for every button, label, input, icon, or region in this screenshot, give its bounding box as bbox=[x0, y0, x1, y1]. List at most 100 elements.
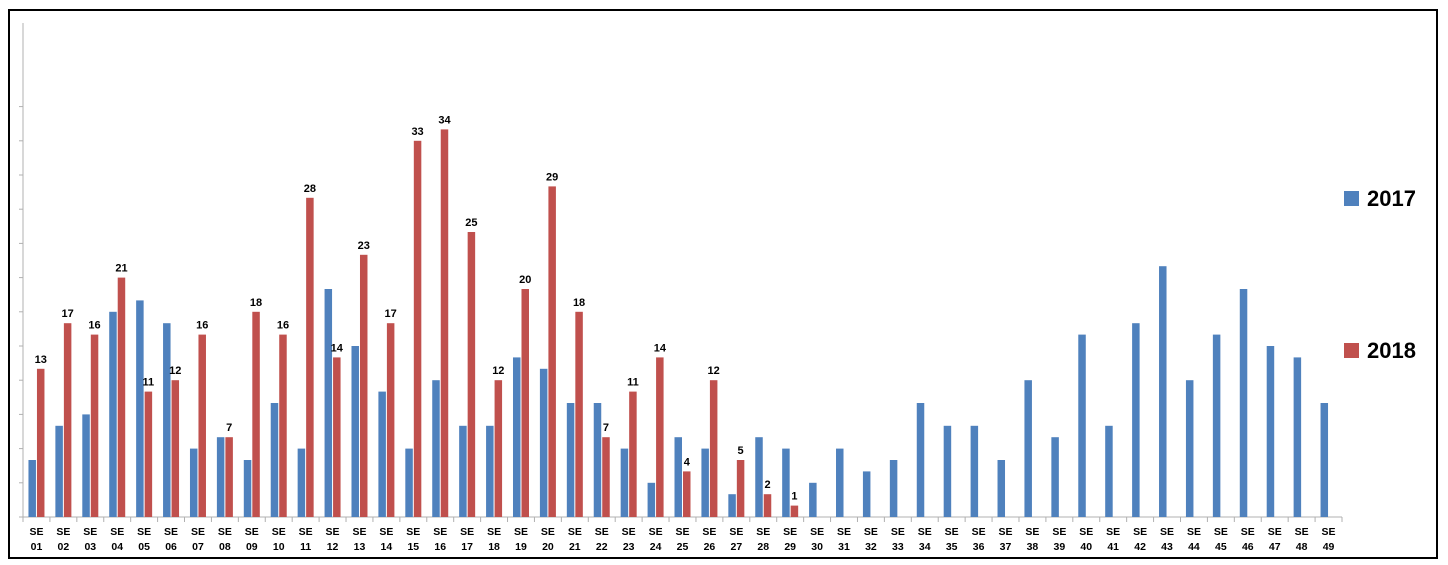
bar-2018 bbox=[333, 357, 341, 517]
bar-2017 bbox=[539, 368, 548, 517]
bar-2017 bbox=[512, 357, 521, 517]
data-label-2018: 23 bbox=[358, 240, 370, 252]
x-tick-label: SE 10 bbox=[272, 526, 286, 553]
bar-2017 bbox=[701, 448, 709, 517]
bar-2017 bbox=[459, 425, 467, 517]
data-label-2018: 33 bbox=[411, 126, 423, 138]
x-tick-label: SE 19 bbox=[514, 526, 528, 553]
bar-2018 bbox=[683, 471, 691, 517]
x-tick-label: SE 05 bbox=[137, 526, 151, 553]
bar-2017 bbox=[1266, 346, 1275, 517]
bar-2017 bbox=[432, 380, 440, 517]
bar-2017 bbox=[378, 391, 386, 517]
data-label-2018: 18 bbox=[250, 297, 262, 309]
data-label-2018: 17 bbox=[62, 308, 74, 320]
bar-2017 bbox=[28, 460, 36, 517]
bar-2018 bbox=[386, 323, 395, 517]
bar-2017 bbox=[566, 403, 575, 517]
axes bbox=[19, 23, 1343, 522]
x-tick-label: SE 29 bbox=[783, 526, 797, 553]
x-tick-label: SE 39 bbox=[1052, 526, 1066, 553]
x-tick-label: SE 47 bbox=[1268, 526, 1282, 553]
data-label-2018: 13 bbox=[35, 354, 47, 366]
bar-2018 bbox=[63, 323, 72, 517]
data-label-2018: 21 bbox=[115, 263, 127, 275]
x-tick-label: SE 11 bbox=[299, 526, 313, 553]
bar-2017 bbox=[216, 437, 225, 517]
x-tick-label: SE 04 bbox=[110, 526, 124, 553]
data-label-2018: 5 bbox=[738, 445, 744, 457]
legend-label-2017: 2017 bbox=[1367, 186, 1416, 211]
bar-2017 bbox=[270, 403, 279, 517]
bar-2017 bbox=[1185, 380, 1194, 517]
bar-chart: 1317162111121671816281423173334251220291… bbox=[19, 23, 1416, 553]
bar-2018 bbox=[413, 140, 422, 518]
bar-2017 bbox=[943, 425, 952, 517]
data-label-2018: 1 bbox=[791, 491, 797, 503]
data-label-2018: 4 bbox=[684, 456, 691, 468]
bar-2017 bbox=[889, 460, 898, 517]
bar-2018 bbox=[90, 334, 99, 517]
x-tick-label: SE 46 bbox=[1241, 526, 1255, 553]
x-tick-label: SE 12 bbox=[326, 526, 340, 553]
x-tick-label: SE 22 bbox=[595, 526, 609, 553]
bar-2017 bbox=[674, 437, 682, 517]
x-tick-label: SE 13 bbox=[352, 526, 366, 553]
bar-2017 bbox=[755, 437, 763, 517]
legend-label-2018: 2018 bbox=[1367, 338, 1416, 363]
x-tick-label: SE 23 bbox=[622, 526, 636, 553]
data-label-2018: 14 bbox=[654, 342, 667, 354]
x-tick-label: SE 01 bbox=[29, 526, 43, 553]
bar-2017 bbox=[862, 471, 871, 517]
data-label-2018: 14 bbox=[331, 342, 344, 354]
bar-2017 bbox=[1132, 323, 1140, 517]
data-label-2018: 25 bbox=[465, 217, 477, 229]
x-tick-label: SE 49 bbox=[1322, 526, 1336, 553]
data-label-2018: 16 bbox=[88, 320, 100, 332]
x-tick-label: SE 20 bbox=[541, 526, 555, 553]
bar-2018 bbox=[575, 311, 583, 517]
legend-swatch-2017 bbox=[1344, 191, 1359, 206]
bar-2017 bbox=[1051, 437, 1059, 517]
x-tick-label: SE 14 bbox=[379, 526, 393, 553]
x-tick-label: SE 25 bbox=[675, 526, 689, 553]
bar-2018 bbox=[117, 277, 126, 517]
x-tick-label: SE 16 bbox=[433, 526, 447, 553]
bar-2018 bbox=[709, 380, 718, 517]
bar-2018 bbox=[656, 357, 664, 517]
bar-2018 bbox=[359, 254, 368, 518]
bar-2018 bbox=[467, 232, 476, 517]
bar-2017 bbox=[82, 414, 90, 517]
bar-2017 bbox=[916, 403, 925, 517]
bar-2017 bbox=[1024, 380, 1032, 517]
data-label-2018: 12 bbox=[708, 365, 720, 377]
x-tick-label: SE 21 bbox=[568, 526, 582, 553]
x-tick-label: SE 06 bbox=[164, 526, 178, 553]
x-tick-labels: SE 01 SE 02 SE 03 SE 04 SE 05 SE 06 SE 07 SE 08 SE 09 SE 10… bbox=[29, 526, 1335, 553]
data-label-2018: 2 bbox=[764, 479, 770, 491]
x-tick-label: SE 37 bbox=[999, 526, 1013, 553]
data-label-2018: 34 bbox=[438, 114, 451, 126]
data-label-2018: 17 bbox=[385, 308, 397, 320]
bar-2017 bbox=[997, 460, 1006, 517]
bar-2017 bbox=[163, 323, 171, 517]
bar-2017 bbox=[782, 448, 790, 517]
bar-2017 bbox=[243, 460, 252, 517]
x-tick-label: SE 38 bbox=[1025, 526, 1039, 553]
bar-2018 bbox=[36, 368, 45, 517]
bars bbox=[28, 129, 1329, 518]
legend-swatch-2018 bbox=[1344, 343, 1359, 358]
bar-2017 bbox=[620, 448, 629, 517]
x-tick-label: SE 07 bbox=[191, 526, 205, 553]
bar-2017 bbox=[1239, 289, 1248, 517]
bar-2018 bbox=[198, 334, 206, 517]
x-tick-label: SE 03 bbox=[83, 526, 97, 553]
x-tick-label: SE 02 bbox=[56, 526, 70, 553]
x-tick-label: SE 40 bbox=[1079, 526, 1093, 553]
data-label-2018: 28 bbox=[304, 183, 316, 195]
bar-2017 bbox=[1078, 334, 1086, 517]
bar-2017 bbox=[324, 289, 333, 517]
bar-2017 bbox=[593, 403, 602, 517]
bar-2017 bbox=[647, 482, 656, 517]
legend: 2017 2018 bbox=[1344, 186, 1416, 363]
